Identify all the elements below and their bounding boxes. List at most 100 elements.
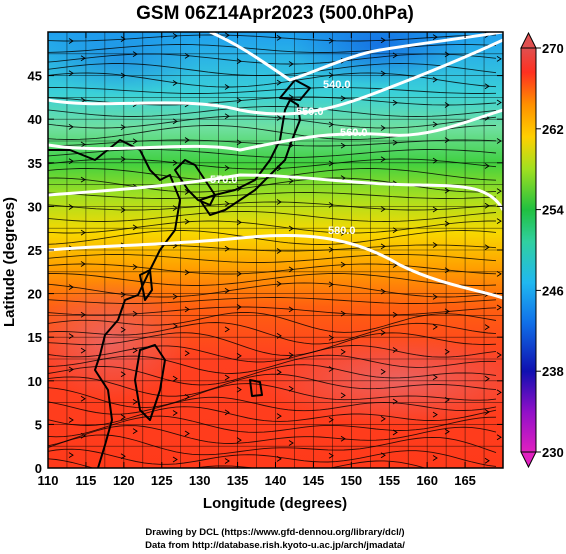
streamline-arrow (432, 34, 438, 41)
streamline-arrow (380, 368, 386, 375)
streamline-arrow (236, 185, 242, 192)
streamline-arrow (484, 409, 490, 415)
x-tick-label: 165 (454, 473, 476, 488)
wind-streamlines (48, 32, 502, 468)
streamline-arrow (68, 366, 74, 373)
streamline-arrow (236, 304, 242, 310)
y-tick-label: 5 (35, 417, 42, 432)
streamline-arrow (496, 55, 502, 62)
streamline-arrow (184, 137, 190, 143)
streamline-arrow (328, 37, 334, 44)
streamline-arrow (132, 310, 138, 317)
streamline-arrow (484, 202, 490, 209)
streamline (48, 322, 497, 345)
x-tick-label: 140 (265, 473, 287, 488)
streamline (48, 396, 497, 415)
streamline-arrow (340, 261, 346, 268)
colorbar: 230 238 246 254 262 270 (520, 31, 564, 469)
streamline-arrow (392, 347, 398, 353)
streamline-arrow (328, 281, 334, 288)
streamline-arrow (236, 386, 242, 393)
streamline (48, 282, 497, 298)
streamline (48, 415, 497, 438)
streamline-arrow (496, 352, 502, 358)
streamline-arrow (68, 284, 74, 290)
streamline-arrow (172, 375, 178, 382)
streamline-arrow (184, 269, 190, 276)
streamline-arrow (276, 413, 282, 419)
streamline-arrow (496, 271, 502, 277)
streamline-arrow (236, 58, 242, 65)
streamline-arrow (132, 264, 138, 270)
y-tick-label: 0 (35, 461, 42, 476)
streamline-arrow (80, 176, 86, 183)
contour-540 (209, 32, 503, 82)
streamline-arrow (184, 430, 190, 437)
contour-label-550: 550.0 (296, 106, 324, 118)
streamline-arrow (120, 371, 126, 378)
streamline-arrow (276, 35, 282, 41)
streamline-arrow (288, 306, 294, 313)
streamline (48, 106, 497, 117)
streamline-arrow (380, 125, 386, 131)
x-tick-label: 125 (151, 473, 173, 488)
streamline (48, 263, 497, 275)
colorbar-tick-label: 238 (542, 364, 564, 379)
streamline-arrow (328, 366, 334, 372)
streamline (48, 53, 497, 65)
streamline-arrow (496, 389, 502, 396)
streamline-arrow (276, 369, 282, 376)
coastlines (48, 79, 311, 468)
streamline-arrow (380, 70, 386, 77)
streamline-arrow (120, 291, 126, 298)
streamline-arrow (380, 329, 386, 336)
streamline (48, 44, 497, 53)
streamline-arrow (444, 428, 450, 435)
x-axis-ticks: 110 115 120 125 130 135 140 145 150 155 160 165 (38, 32, 476, 488)
streamline-arrow (276, 115, 282, 121)
streamline-arrow (380, 288, 386, 295)
warm-region-west (48, 280, 190, 400)
streamline-arrow (68, 204, 74, 210)
streamline-arrow (328, 246, 334, 253)
streamline-arrow (224, 409, 230, 416)
streamline (48, 177, 497, 193)
x-tick-label: 130 (189, 473, 211, 488)
streamline-arrow (68, 38, 74, 44)
streamline (48, 311, 497, 333)
y-tick-label: 15 (28, 330, 42, 345)
contour-560 (48, 108, 503, 152)
streamline (48, 34, 496, 42)
streamline-arrow (236, 270, 242, 277)
streamline-arrow (444, 308, 450, 315)
streamline-arrow (432, 242, 438, 248)
credit-data: Data from http://database.rish.kyoto-u.a… (145, 540, 405, 551)
map-title: GSM 06Z14Apr2023 (500.0hPa) (136, 3, 414, 24)
streamline (48, 406, 497, 426)
y-tick-label: 20 (28, 287, 42, 302)
streamline-arrow (444, 102, 450, 108)
streamline-arrow (236, 437, 242, 443)
streamline (48, 448, 497, 467)
streamline-arrow (132, 51, 138, 58)
streamline-arrow (392, 429, 398, 436)
streamline-arrow (224, 200, 230, 207)
streamline-arrow (172, 159, 178, 166)
streamline-arrow (484, 83, 490, 90)
colorbar-lower-triangle (520, 451, 537, 469)
warm-region-east (260, 335, 503, 425)
streamline-arrow (340, 348, 346, 355)
contour-570 (48, 173, 503, 211)
streamline-arrow (120, 207, 126, 213)
colorbar-tick-label: 270 (542, 41, 564, 56)
streamline-arrow (444, 397, 450, 403)
streamline-arrow (432, 121, 438, 128)
streamline-arrow (224, 374, 230, 381)
streamline-arrow (380, 156, 386, 163)
height-contours (48, 32, 503, 300)
streamline-arrow (380, 415, 386, 422)
streamline-arrow (120, 326, 126, 333)
streamline-arrow (484, 457, 490, 464)
streamline-arrow (172, 118, 178, 125)
